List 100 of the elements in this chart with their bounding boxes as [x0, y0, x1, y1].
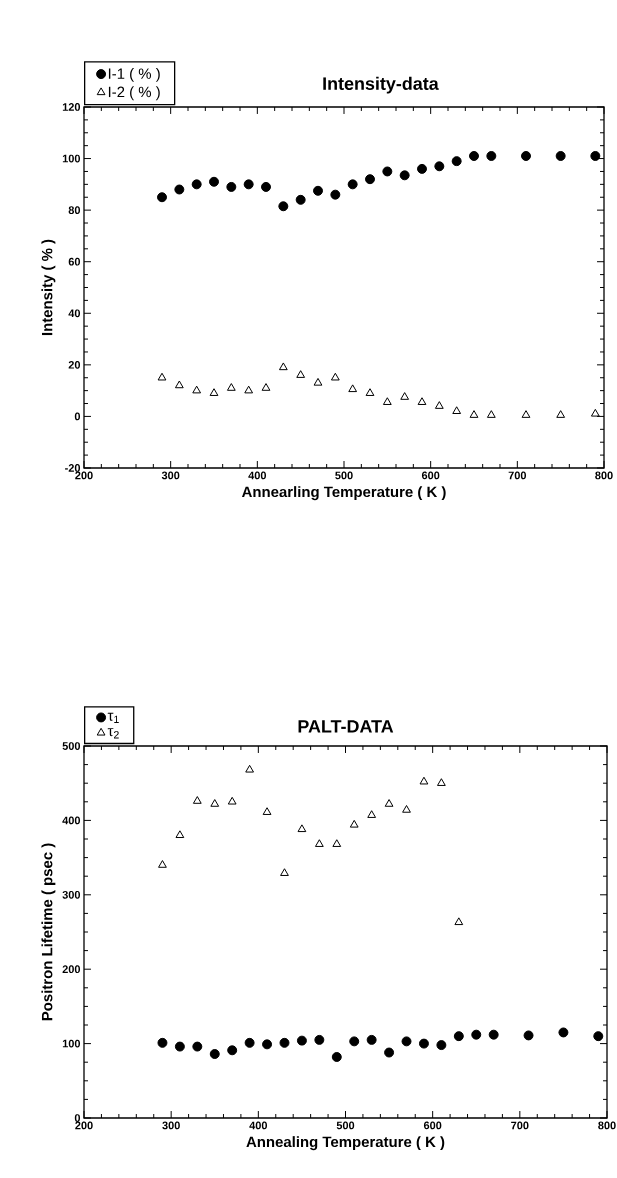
point [402, 805, 411, 813]
point [384, 1047, 395, 1058]
point [314, 839, 324, 847]
point [210, 799, 220, 807]
point [314, 1034, 325, 1045]
point [227, 796, 237, 805]
x-tick-label: 500 [335, 471, 353, 480]
y-tick-label: 120 [62, 103, 81, 111]
point [349, 819, 359, 828]
point [417, 397, 427, 405]
point [262, 1039, 273, 1050]
x-tick-label: 400 [249, 1121, 268, 1130]
y-tick-label: 80 [68, 206, 81, 215]
point [330, 372, 340, 381]
point [418, 1038, 429, 1049]
point [244, 385, 254, 394]
legend-label: τ$_{2}$ [107, 728, 119, 739]
point [243, 179, 254, 190]
point [348, 384, 358, 393]
y-tick-label: 40 [68, 309, 81, 318]
point [296, 1035, 307, 1046]
point [349, 1036, 360, 1047]
y-tick-label: -20 [65, 464, 81, 472]
x-tick-label: 600 [423, 1121, 442, 1130]
point [347, 179, 358, 190]
point [434, 401, 444, 409]
point [174, 1041, 185, 1052]
point [365, 174, 375, 185]
x-tick-label: 500 [336, 1121, 355, 1130]
point [453, 1031, 464, 1042]
y-tick-label: 500 [62, 742, 81, 750]
point [209, 176, 219, 187]
point [226, 181, 237, 192]
point [486, 151, 497, 161]
point [366, 1034, 377, 1045]
x-tick-label: 800 [595, 471, 613, 480]
point [175, 830, 185, 839]
point [523, 1030, 534, 1041]
legend-label: τ$_{1}$ [107, 712, 119, 723]
x-tick-label: 600 [421, 471, 440, 480]
x-tick-label: 800 [598, 1121, 616, 1130]
point [313, 185, 323, 196]
point [227, 1045, 238, 1056]
point [555, 151, 566, 161]
point [226, 383, 236, 391]
point [330, 189, 341, 200]
chart-title: PALT-DATA [298, 720, 394, 733]
y-tick-label: 0 [74, 412, 81, 421]
y-tick-label: 100 [62, 1039, 81, 1048]
point [454, 917, 464, 926]
x-axis-title: Annealing Temperature ( K ) [246, 1136, 445, 1151]
point [296, 370, 306, 378]
y-tick-label: 300 [62, 890, 81, 899]
point [401, 1036, 412, 1047]
point [452, 406, 462, 414]
point [419, 776, 429, 785]
point [278, 201, 289, 212]
point [331, 1052, 342, 1062]
point [558, 1027, 569, 1038]
y-tick-label: 400 [62, 816, 81, 825]
point [261, 181, 271, 192]
point [367, 810, 377, 818]
point [245, 764, 254, 773]
point [469, 151, 479, 161]
point [590, 408, 600, 417]
point [157, 372, 167, 381]
point [384, 799, 394, 807]
y-axis-title: Positron Lifetime ( psec ) [41, 843, 56, 1021]
point [297, 824, 307, 833]
point [157, 1037, 168, 1048]
point [278, 362, 288, 371]
point [174, 184, 185, 195]
y-axis-title: Intensity ( % ) [41, 239, 56, 336]
point [382, 166, 393, 177]
point [209, 388, 219, 396]
point [192, 796, 202, 804]
point [313, 377, 323, 386]
legend-label: I-1 ( % ) [108, 67, 160, 82]
point [434, 161, 445, 172]
point [209, 1049, 220, 1059]
y-tick-label: 100 [62, 154, 81, 163]
point [191, 179, 202, 190]
point [332, 839, 342, 847]
point [417, 163, 427, 174]
x-tick-label: 700 [508, 471, 527, 480]
point [295, 194, 306, 205]
point [590, 151, 601, 161]
x-tick-label: 400 [248, 471, 267, 480]
point [556, 410, 566, 418]
point [437, 778, 446, 786]
x-tick-label: 300 [161, 471, 180, 480]
point [469, 410, 479, 418]
x-tick-label: 700 [511, 1121, 529, 1130]
y-tick-label: 60 [68, 257, 81, 266]
x-axis-title: Annearling Temperature ( K ) [241, 486, 446, 501]
point [399, 170, 410, 181]
chart-title: Intensity-data [323, 76, 439, 94]
point [157, 192, 167, 203]
point [158, 860, 167, 868]
y-tick-label: 200 [62, 965, 81, 974]
